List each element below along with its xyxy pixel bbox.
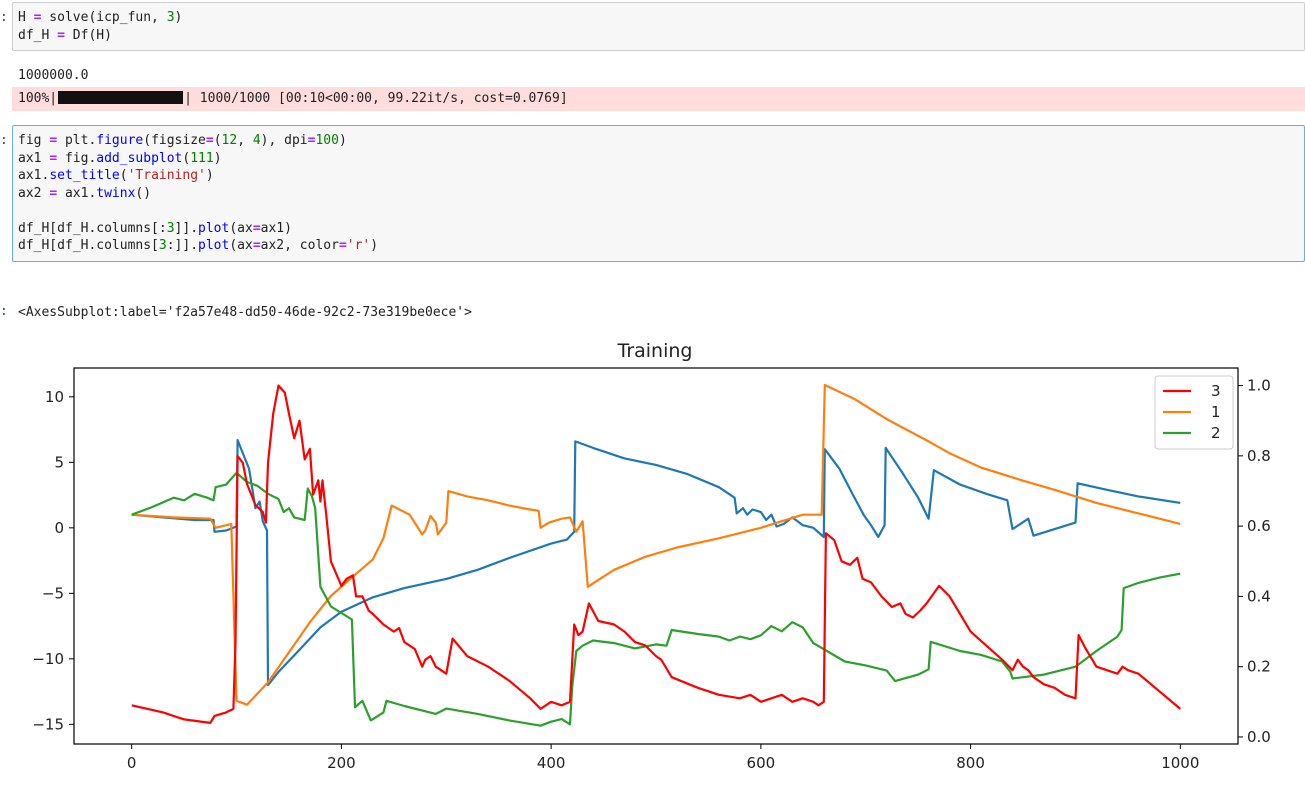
y2-tick-label: 0.4 xyxy=(1247,587,1271,605)
legend-label: 3 xyxy=(1211,382,1221,400)
code-line xyxy=(18,202,1299,220)
code-line: ax1 = fig.add_subplot(111) xyxy=(18,150,222,166)
code-cell-input[interactable]: H = solve(icp_fun, 3) df_H = Df(H) xyxy=(12,2,1305,51)
training-chart: Training 0 200 400 600 800 1000 10 5 0 −5 −10 −15 1.… xyxy=(32,340,1271,772)
output-repr: <AxesSubplot:label='f2a57e48-dd50-46de-9… xyxy=(18,305,472,320)
y2-tick-label: 0.0 xyxy=(1247,728,1271,746)
code-line: fig = plt.figure(figsize=(12, 4), dpi=10… xyxy=(18,133,347,148)
x-tick-label: 800 xyxy=(956,754,985,772)
progress-bar xyxy=(58,91,184,104)
y2-tick-label: 0.6 xyxy=(1247,517,1271,535)
x-tick-label: 400 xyxy=(537,754,566,772)
cell-prompt: : xyxy=(0,10,8,25)
y-tick-label: −5 xyxy=(42,584,64,602)
code-line: df_H[df_H.columns[:3]].plot(ax=ax1) xyxy=(18,220,292,236)
code-cell-input-selected[interactable]: fig = plt.figure(figsize=(12, 4), dpi=10… xyxy=(12,125,1305,262)
x-tick-label: 600 xyxy=(747,754,776,772)
series-line-3 xyxy=(131,384,1182,724)
y-tick-label: −15 xyxy=(32,715,64,733)
y2-tick-label: 1.0 xyxy=(1247,377,1271,395)
stdout-output: 1000000.0 xyxy=(18,68,89,83)
cell-prompt: : xyxy=(0,133,8,148)
code-line: df_H[df_H.columns[3:]].plot(ax=ax2, colo… xyxy=(18,238,379,253)
legend-box xyxy=(1154,375,1234,450)
y2-tick-label: 0.8 xyxy=(1247,447,1271,465)
y2-tick-label: 0.2 xyxy=(1247,658,1271,676)
series-line-2 xyxy=(131,471,1181,727)
y-tick-label: −10 xyxy=(32,650,64,668)
series-line-1 xyxy=(131,383,1181,706)
legend-label: 2 xyxy=(1211,424,1221,442)
progress-percent: 100%| xyxy=(18,91,58,106)
legend-label: 1 xyxy=(1211,403,1221,421)
y-tick-label: 5 xyxy=(54,453,64,471)
plot-frame xyxy=(73,367,1239,745)
y-tick-label: 0 xyxy=(54,519,64,537)
chart-title: Training xyxy=(617,340,693,362)
code-line: ax1.set_title('Training') xyxy=(18,168,214,183)
x-tick-label: 1000 xyxy=(1161,754,1199,772)
code-line: df_H = Df(H) xyxy=(18,27,112,43)
code-line: H = solve(icp_fun, 3) xyxy=(18,10,183,25)
output-prompt: : xyxy=(0,304,8,319)
code-line: ax2 = ax1.twinx() xyxy=(18,185,152,201)
stderr-output: 100%| | 1000/1000 [00:10<00:00, 99.22it/s… xyxy=(12,87,1305,111)
series-line-0 xyxy=(131,438,1181,687)
y-tick-label: 10 xyxy=(45,388,64,406)
progress-text: | 1000/1000 [00:10<00:00, 99.22it/s, cos… xyxy=(184,91,568,106)
x-tick-label: 0 xyxy=(127,754,137,772)
x-tick-label: 200 xyxy=(327,754,356,772)
